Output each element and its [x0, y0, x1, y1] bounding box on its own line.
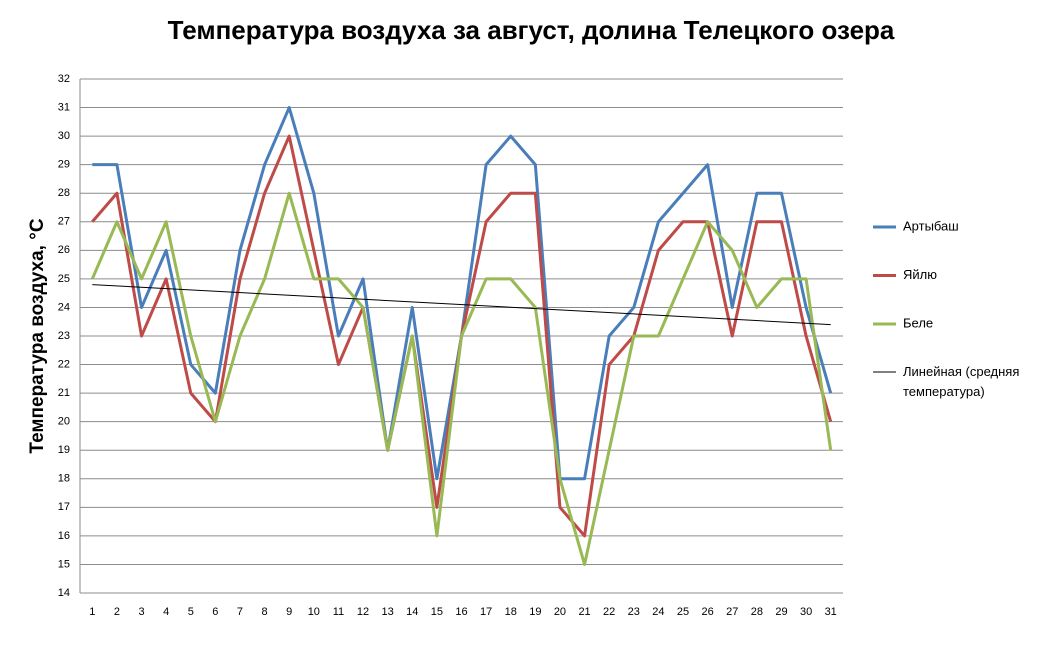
x-tick-label: 4 — [163, 606, 169, 618]
legend-label: Артыбаш — [903, 218, 959, 233]
x-tick-label: 25 — [677, 606, 689, 618]
x-tick-label: 7 — [237, 606, 243, 618]
chart-title: Температура воздуха за август, долина Те… — [168, 15, 895, 45]
legend-label: Беле — [903, 315, 933, 330]
legend-label: Линейная (средняя температура) — [903, 364, 1020, 399]
x-tick-label: 9 — [286, 606, 292, 618]
y-tick-label: 20 — [58, 416, 70, 428]
y-tick-label: 23 — [58, 330, 70, 342]
series-line — [90, 191, 833, 566]
x-tick-label: 17 — [480, 606, 492, 618]
x-tick-label: 8 — [262, 606, 268, 618]
y-tick-label: 26 — [58, 244, 70, 256]
y-tick-label: 19 — [58, 444, 70, 456]
x-tick-label: 31 — [825, 606, 837, 618]
x-tick-label: 5 — [188, 606, 194, 618]
y-tick-label: 17 — [58, 501, 70, 513]
x-tick-label: 1 — [89, 606, 95, 618]
x-tick-label: 10 — [308, 606, 320, 618]
x-tick-label: 23 — [628, 606, 640, 618]
x-tick-label: 22 — [603, 606, 615, 618]
y-tick-label: 29 — [58, 159, 70, 171]
x-tick-label: 3 — [138, 606, 144, 618]
y-tick-label: 25 — [58, 273, 70, 285]
y-tick-label: 16 — [58, 530, 70, 542]
x-tick-label: 26 — [702, 606, 714, 618]
y-tick-label: 18 — [58, 473, 70, 485]
x-tick-label: 18 — [505, 606, 517, 618]
y-tick-label: 24 — [58, 301, 70, 313]
y-axis-label: Температура воздуха, °С — [27, 218, 48, 453]
x-tick-label: 2 — [114, 606, 120, 618]
x-tick-label: 24 — [652, 606, 664, 618]
x-tick-label: 16 — [455, 606, 467, 618]
y-tick-label: 30 — [58, 130, 70, 142]
y-tick-label: 21 — [58, 387, 70, 399]
y-tick-label: 31 — [58, 101, 70, 113]
series-line — [92, 106, 833, 481]
x-tick-label: 14 — [406, 606, 418, 618]
x-tick-label: 20 — [554, 606, 566, 618]
y-tick-label: 28 — [58, 187, 70, 199]
y-tick-label: 15 — [58, 558, 70, 570]
x-tick-label: 29 — [775, 606, 787, 618]
x-tick-label: 12 — [357, 606, 369, 618]
x-tick-label: 11 — [333, 606, 344, 618]
trend-line — [92, 284, 831, 326]
x-tick-label: 27 — [726, 606, 738, 618]
x-tick-label: 21 — [578, 606, 590, 618]
y-tick-label: 32 — [58, 73, 70, 85]
y-tick-label: 22 — [58, 358, 70, 370]
y-tick-label: 27 — [58, 216, 70, 228]
x-tick-label: 30 — [800, 606, 812, 618]
x-tick-label: 6 — [212, 606, 218, 618]
x-tick-label: 13 — [382, 606, 394, 618]
x-tick-label: 19 — [529, 606, 541, 618]
y-tick-label: 14 — [58, 587, 70, 599]
x-tick-label: 28 — [751, 606, 763, 618]
legend-label: Яйлю — [903, 267, 937, 282]
x-tick-label: 15 — [431, 606, 443, 618]
